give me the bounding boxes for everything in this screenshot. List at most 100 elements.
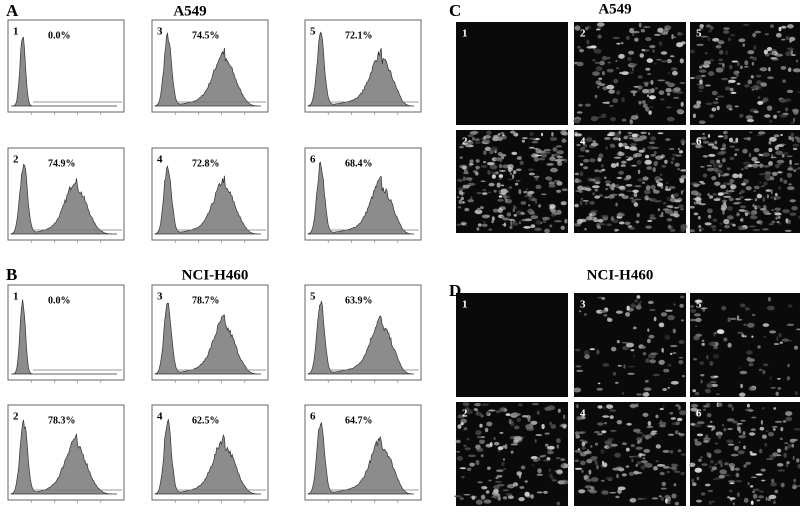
cell (535, 200, 538, 205)
cell (771, 171, 778, 176)
cell (712, 466, 717, 471)
cell (739, 65, 743, 70)
cell (670, 381, 679, 385)
cell (773, 343, 780, 345)
cell (637, 169, 641, 175)
micrograph (456, 22, 568, 125)
cell (791, 206, 798, 211)
cell (487, 466, 491, 470)
cell (618, 467, 625, 472)
cell (482, 161, 487, 164)
cell (781, 338, 790, 342)
cell (634, 37, 639, 42)
cell (538, 158, 546, 161)
cell (722, 209, 725, 215)
cell (706, 383, 713, 389)
cell (698, 85, 705, 90)
cell (696, 200, 702, 205)
cell (608, 89, 615, 94)
cell (601, 430, 607, 434)
cell (739, 370, 748, 375)
cell (606, 68, 614, 73)
cell (587, 449, 590, 454)
cell (706, 167, 715, 172)
cell (694, 467, 702, 473)
plot-percent: 62.5% (192, 415, 220, 426)
cell (469, 159, 474, 164)
cell (763, 97, 769, 102)
cell (644, 379, 649, 383)
cell (622, 345, 629, 351)
histogram-curve (11, 299, 117, 375)
cell (616, 466, 623, 469)
cell (701, 339, 705, 342)
cell (639, 135, 647, 140)
cell (483, 221, 486, 224)
cell (653, 62, 657, 65)
cell (716, 95, 725, 98)
cell (629, 498, 637, 503)
cell (599, 60, 605, 66)
cell (587, 177, 594, 182)
cell (712, 478, 717, 481)
cell (627, 56, 632, 62)
cell (768, 67, 771, 72)
cell (657, 208, 661, 212)
cell (523, 226, 531, 229)
cell (758, 368, 763, 372)
cell (594, 188, 599, 192)
cell (512, 222, 519, 226)
cell (723, 27, 730, 30)
cell (792, 68, 800, 73)
cell (613, 78, 619, 84)
cell (700, 379, 703, 384)
cell (502, 458, 506, 461)
cell (730, 453, 739, 457)
cell (598, 77, 603, 80)
cell (678, 178, 684, 180)
cell (788, 166, 793, 170)
cell (647, 220, 653, 222)
cell (751, 313, 756, 317)
cell (659, 408, 664, 410)
cell (462, 201, 465, 204)
cell (694, 313, 701, 317)
cell (653, 316, 657, 322)
cell (536, 473, 544, 476)
cell (689, 422, 696, 426)
plot-number: 1 (13, 26, 19, 38)
cell (653, 150, 657, 155)
cell (624, 135, 629, 139)
cell (682, 189, 685, 192)
cell (753, 190, 757, 192)
plot-percent: 78.7% (192, 295, 220, 306)
cell (727, 428, 733, 430)
cell (653, 33, 661, 37)
image-number: 5 (696, 28, 702, 40)
cell (640, 465, 646, 470)
cell (729, 64, 733, 70)
cell (581, 139, 584, 144)
cell (735, 480, 743, 483)
cell (736, 315, 740, 320)
cell (768, 161, 773, 166)
cell (527, 192, 533, 198)
cell (770, 189, 773, 195)
cell (655, 155, 663, 160)
cell (748, 362, 754, 367)
cell (624, 221, 631, 225)
cell (626, 190, 635, 193)
cell (747, 79, 753, 85)
cell (465, 177, 473, 181)
cell (620, 42, 624, 45)
cell (524, 218, 533, 222)
cell (709, 361, 714, 366)
cell (578, 103, 583, 107)
cell (475, 499, 483, 505)
cell (615, 67, 620, 70)
cell (793, 345, 799, 350)
cell (648, 110, 652, 115)
cell (663, 201, 667, 205)
cell (681, 41, 686, 45)
cell (649, 216, 657, 220)
